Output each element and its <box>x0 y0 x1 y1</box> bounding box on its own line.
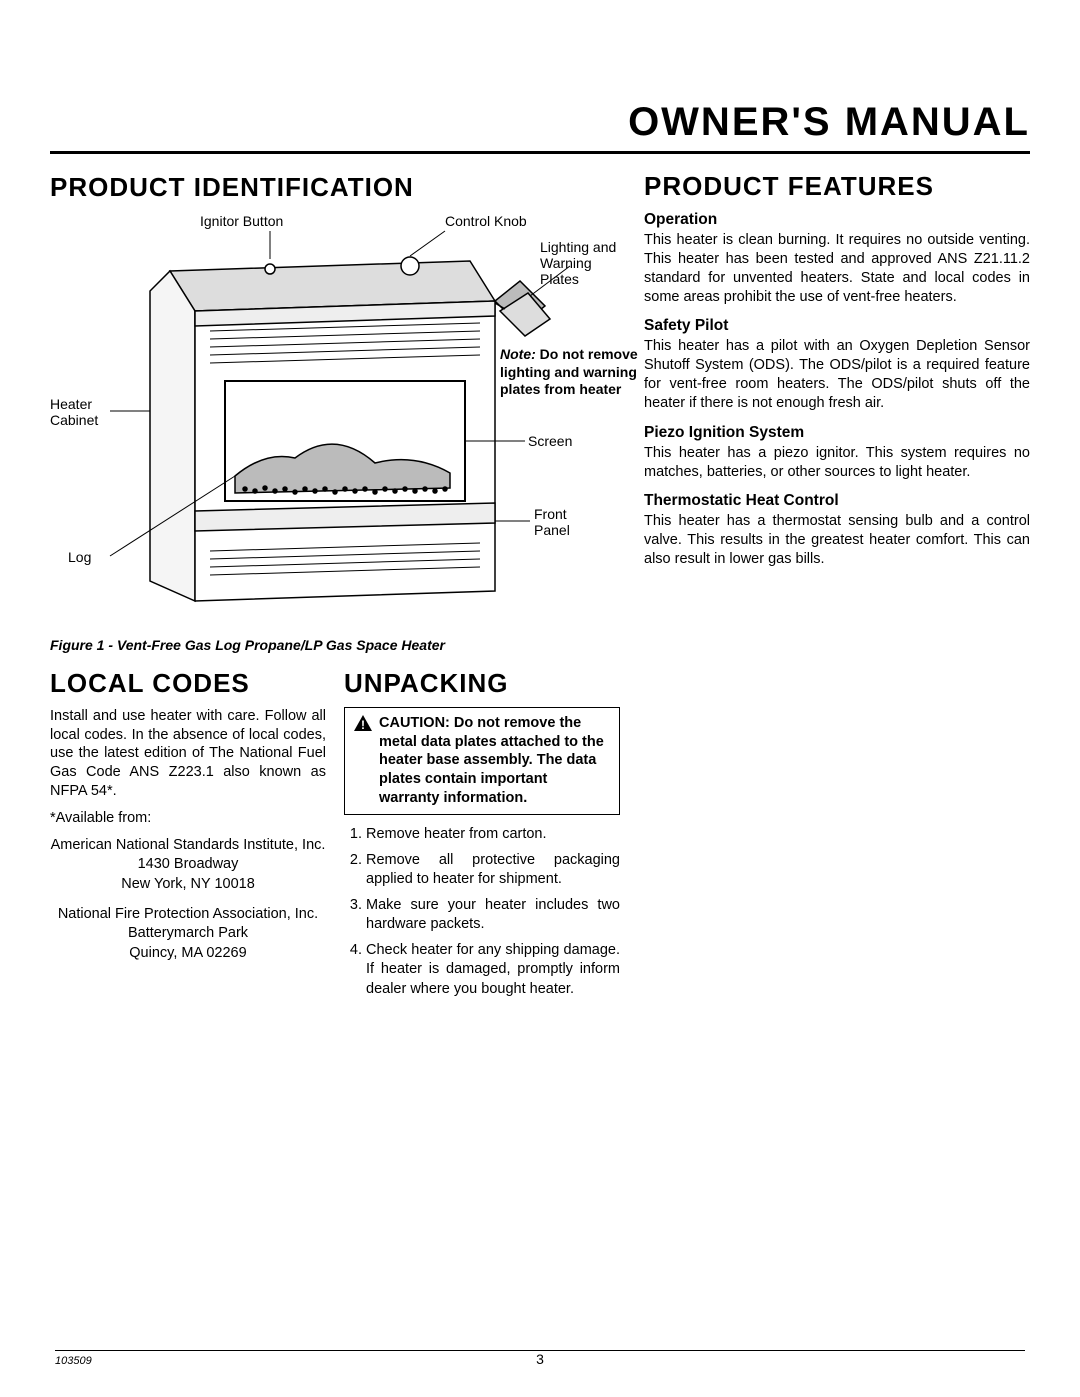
available-from: *Available from: <box>50 809 326 828</box>
addr2-line1: National Fire Protection Association, In… <box>58 906 318 922</box>
unpacking-heading: UNPACKING <box>344 667 620 701</box>
label-control-knob: Control Knob <box>445 213 527 229</box>
addr1-line1: American National Standards Institute, I… <box>51 837 326 853</box>
product-identification-heading: PRODUCT IDENTIFICATION <box>50 172 620 203</box>
addr1-line2: 1430 Broadway <box>138 856 239 872</box>
address-ansi: American National Standards Institute, I… <box>50 836 326 895</box>
unpacking-column: UNPACKING ! CAUTION: Do not remove the m… <box>344 667 620 1006</box>
feature-title-piezo: Piezo Ignition System <box>644 424 1030 442</box>
addr1-line3: New York, NY 10018 <box>121 876 255 892</box>
addr2-line3: Quincy, MA 02269 <box>129 945 246 961</box>
addr2-line2: Batterymarch Park <box>128 925 248 941</box>
step-3: Make sure your heater includes two hardw… <box>366 896 620 935</box>
feature-title-operation: Operation <box>644 211 1030 229</box>
feature-title-safety-pilot: Safety Pilot <box>644 317 1030 335</box>
lower-two-columns: LOCAL CODES Install and use heater with … <box>50 667 620 1006</box>
label-front-panel: Front Panel <box>534 506 594 538</box>
diagram-note-bold: Note: <box>500 346 536 362</box>
feature-body-thermostat: This heater has a thermostat sensing bul… <box>644 512 1030 569</box>
step-1: Remove heater from carton. <box>366 825 620 845</box>
label-log: Log <box>68 549 91 565</box>
product-features-heading: PRODUCT FEATURES <box>644 172 1030 201</box>
heater-svg <box>50 211 620 631</box>
unpacking-steps: Remove heater from carton. Remove all pr… <box>344 825 620 1000</box>
page-footer: 103509 3 <box>55 1350 1025 1367</box>
footer-doc-id: 103509 <box>55 1355 92 1367</box>
heater-diagram: Ignitor Button Control Knob Lighting and… <box>50 211 620 631</box>
feature-body-safety-pilot: This heater has a pilot with an Oxygen D… <box>644 337 1030 414</box>
local-codes-column: LOCAL CODES Install and use heater with … <box>50 667 326 1006</box>
feature-title-thermostat: Thermostatic Heat Control <box>644 492 1030 510</box>
feature-body-piezo: This heater has a piezo ignitor. This sy… <box>644 444 1030 482</box>
label-lighting-plates: Lighting and Warning Plates <box>540 239 630 287</box>
address-nfpa: National Fire Protection Association, In… <box>50 905 326 964</box>
label-ignitor-button: Ignitor Button <box>200 213 283 229</box>
footer-page-number: 3 <box>536 1351 544 1367</box>
right-column: PRODUCT FEATURES Operation This heater i… <box>644 172 1030 1006</box>
label-heater-cabinet: Heater Cabinet <box>50 396 110 428</box>
step-2: Remove all protective packaging applied … <box>366 851 620 890</box>
label-screen: Screen <box>528 433 572 449</box>
caution-text: CAUTION: Do not remove the metal data pl… <box>379 714 611 808</box>
doc-title: OWNER'S MANUAL <box>50 100 1030 154</box>
local-codes-heading: LOCAL CODES <box>50 667 326 701</box>
left-column: PRODUCT IDENTIFICATION <box>50 172 620 1006</box>
step-4: Check heater for any shipping damage. If… <box>366 941 620 1000</box>
warning-triangle-icon: ! <box>353 714 373 732</box>
diagram-note: Note: Do not remove lighting and warning… <box>500 346 640 399</box>
figure-caption: Figure 1 - Vent-Free Gas Log Propane/LP … <box>50 637 620 653</box>
svg-text:!: ! <box>361 718 365 732</box>
caution-box: ! CAUTION: Do not remove the metal data … <box>344 707 620 815</box>
feature-body-operation: This heater is clean burning. It require… <box>644 231 1030 308</box>
main-columns: PRODUCT IDENTIFICATION <box>50 172 1030 1006</box>
local-codes-para: Install and use heater with care. Follow… <box>50 707 326 801</box>
